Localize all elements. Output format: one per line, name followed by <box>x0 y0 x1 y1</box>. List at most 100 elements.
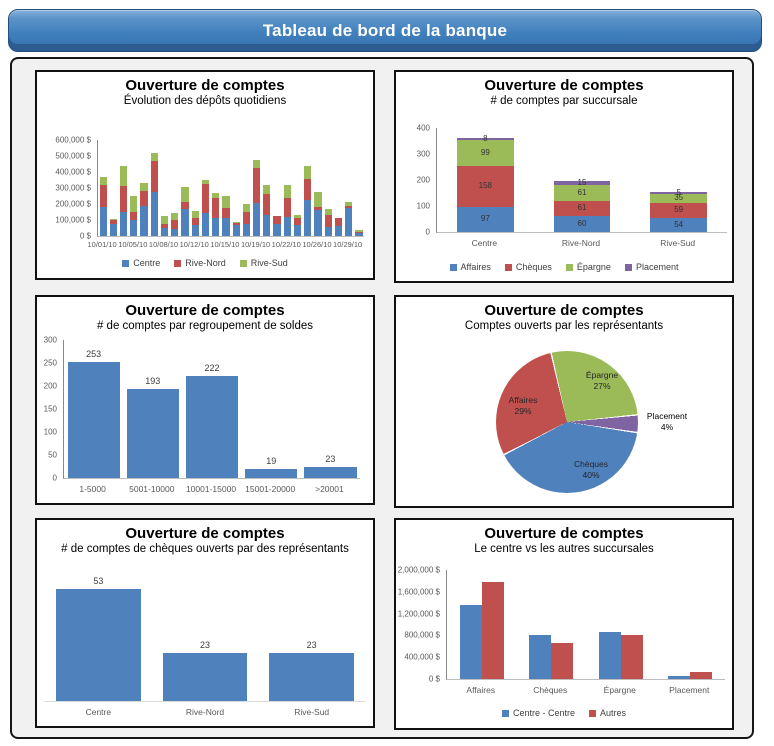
legend-item: Affaires <box>449 262 491 272</box>
category-labels: Centre Rive-Nord Rive-Sud <box>436 238 726 248</box>
value-label: 253 <box>86 348 102 359</box>
bar-segment <box>201 184 210 213</box>
stacked-bar <box>345 202 353 236</box>
x-tick-label: 10/19/10 <box>240 240 271 249</box>
plot-area: 97 158 99 8 60 61 61 15 54 59 35 5 <box>436 128 727 233</box>
plot-area <box>97 140 364 237</box>
value-label: 19 <box>266 456 277 467</box>
stacked-bar <box>109 218 117 236</box>
bar-segment: 60 <box>553 216 611 232</box>
bar <box>67 361 120 478</box>
x-tick-label: 10/12/10 <box>179 240 209 249</box>
legend-label: Chèques <box>515 262 552 272</box>
bar-segment-label: 158 <box>478 181 493 191</box>
bar-segment <box>355 231 363 233</box>
bar-segment <box>242 223 251 236</box>
bar-slot <box>180 140 190 236</box>
bar-segment <box>345 202 353 206</box>
chart-title: Ouverture de comptes <box>125 302 285 319</box>
bar-segment <box>171 219 179 229</box>
bar <box>668 675 691 679</box>
y-tick-label: 2,000,000 $ <box>397 565 440 575</box>
stacked-bar <box>324 208 332 236</box>
bar-segment <box>150 152 158 162</box>
plot-area: 253 193 222 19 23 <box>63 340 360 479</box>
bar-segment-label: 60 <box>577 219 587 229</box>
bar-segment <box>283 197 291 218</box>
chart-subtitle: # de comptes par succursale <box>490 95 638 107</box>
value-label: 23 <box>306 639 317 650</box>
category-label: Affaires <box>466 685 496 695</box>
bar-group-slot <box>517 570 587 679</box>
category-label: Chèques <box>533 685 568 695</box>
bar <box>481 582 504 679</box>
bar-segment <box>222 217 230 236</box>
y-tick-label: 0 $ <box>428 674 440 684</box>
bar <box>56 589 141 701</box>
stacked-bar: 60 61 61 15 <box>553 177 611 232</box>
stacked-bar <box>171 212 179 236</box>
bar-slot: 23 <box>301 340 360 478</box>
bar-slot <box>200 140 210 236</box>
chart-subtitle: # de comptes de chèques ouverts par des … <box>61 543 349 555</box>
stacked-bar <box>355 229 363 236</box>
bar-segment <box>253 167 261 203</box>
bar-segment-label: 97 <box>480 214 490 224</box>
bar-slot <box>118 140 128 236</box>
pie-slice-label: Affaires 29% <box>509 395 538 417</box>
x-tick-label: 10/26/10 <box>302 240 332 249</box>
y-tick-label: 0 $ <box>79 231 91 241</box>
legend-item: Autres <box>589 708 626 718</box>
bar-segment <box>324 227 332 236</box>
chart-subtitle: Comptes ouverts par les représentants <box>464 320 664 332</box>
y-tick-label: 0 <box>52 473 57 483</box>
bar-group-slot <box>447 570 517 679</box>
bar-group-slot <box>656 570 726 679</box>
bar-segment: 59 <box>650 202 708 218</box>
bar-slot <box>262 140 272 236</box>
category-label: 15001-20000 <box>245 484 296 494</box>
bar-segment-label: 5 <box>676 187 681 197</box>
bar-slot <box>272 140 282 236</box>
bar-segment: 97 <box>457 206 514 232</box>
x-tick-label: 10/08/10 <box>148 240 179 249</box>
pie-label-pct: 27% <box>593 381 611 391</box>
x-tick-label: 10/01/10 <box>87 240 117 249</box>
bar-segment <box>324 214 332 228</box>
x-tick-labels: 10/01/10 10/05/10 10/08/10 10/12/10 10/15/10… <box>88 240 363 250</box>
stacked-bar <box>334 218 343 236</box>
bar-segment <box>263 193 271 216</box>
stacked-bar: 97 158 99 8 <box>457 134 514 232</box>
bar-segment <box>191 210 199 219</box>
y-axis-labels: 300 250 200 150 100 50 0 <box>39 336 57 483</box>
bar-segment <box>324 208 332 215</box>
bar-segment <box>140 183 148 192</box>
category-label: 10001-15000 <box>185 484 237 494</box>
stacked-bar <box>232 221 240 236</box>
legend-label: Autres <box>600 708 627 718</box>
y-axis-labels: 600,000 $ 500,000 $ 400,000 $ 300,000 $ 200,… <box>39 136 91 241</box>
bar-segment: 5 <box>650 188 708 196</box>
bar-segment-label: 15 <box>577 177 587 187</box>
bar-slot: 19 <box>242 340 301 478</box>
dashboard-panel: Ouverture de comptes Évolution des dépôt… <box>10 57 754 739</box>
stacked-bar <box>160 215 169 236</box>
bar-slot: 222 <box>182 340 241 478</box>
bar-segment <box>160 228 169 236</box>
stacked-bar <box>191 210 199 236</box>
bar-segment <box>355 232 363 236</box>
dashboard-title: Tableau de bord de la banque <box>262 20 508 40</box>
bar-segment <box>232 224 240 236</box>
value-label: 193 <box>145 376 161 387</box>
bar-segment <box>181 208 189 236</box>
bar-slot <box>231 140 241 236</box>
legend: Centre Rive-Nord Rive-Sud <box>37 258 373 268</box>
bar-slot <box>190 140 200 236</box>
bar-segment <box>334 226 343 236</box>
bar-slot <box>108 140 118 236</box>
stacked-bar <box>119 166 128 236</box>
bar-segment <box>314 192 322 207</box>
bar-segment <box>130 220 138 236</box>
bar-segment <box>253 202 261 236</box>
legend-item: Rive-Nord <box>174 258 226 268</box>
